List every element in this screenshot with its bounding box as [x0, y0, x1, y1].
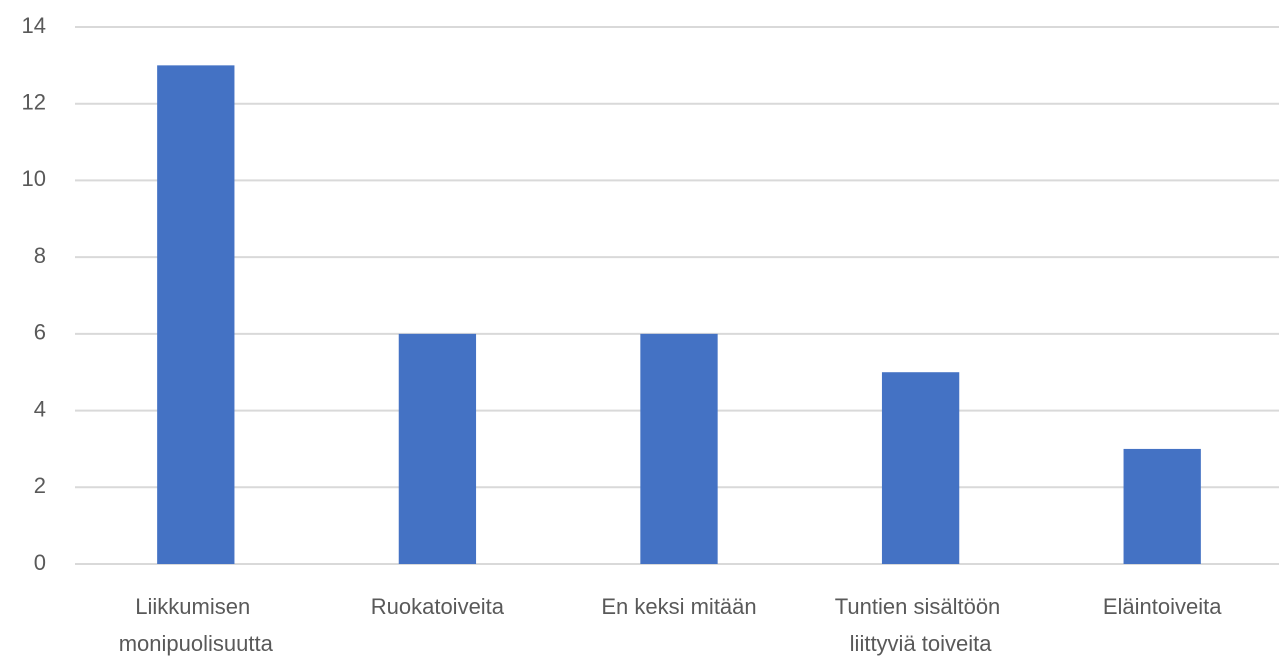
y-tick-label: 14 — [22, 13, 46, 38]
y-tick-label: 0 — [34, 550, 46, 575]
bar — [640, 333, 718, 564]
x-tick-label: Ruokatoiveita — [371, 594, 505, 619]
bar — [157, 65, 235, 564]
y-tick-label: 8 — [34, 243, 46, 268]
bar — [881, 372, 960, 564]
y-tick-label: 6 — [34, 320, 46, 345]
x-tick-label: Eläintoiveita — [1103, 594, 1222, 619]
y-tick-label: 12 — [22, 90, 46, 115]
bar — [398, 333, 477, 564]
x-tick-label: En keksi mitään — [601, 594, 756, 619]
bar — [1123, 448, 1201, 564]
x-tick-label: Liikkumisen monipuolisuutta — [119, 594, 274, 656]
y-tick-label: 10 — [22, 166, 46, 191]
y-tick-label: 4 — [34, 396, 46, 421]
y-tick-label: 2 — [34, 473, 46, 498]
x-tick-label: Tuntien sisältöön liittyviä toiveita — [835, 594, 1007, 656]
